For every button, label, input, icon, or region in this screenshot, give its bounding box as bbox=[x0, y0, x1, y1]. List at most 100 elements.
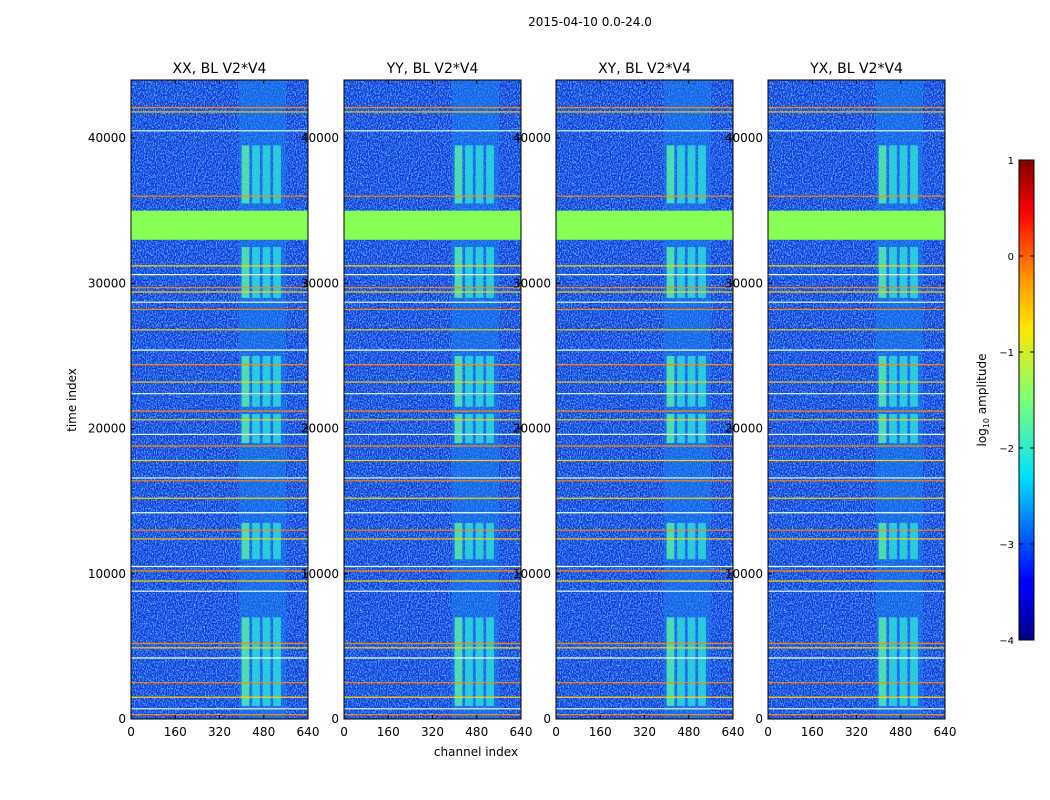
x-tick-label: 480 bbox=[889, 725, 912, 739]
y-tick-label: 0 bbox=[118, 712, 126, 726]
y-tick-label: 40000 bbox=[88, 131, 126, 145]
rfi-band-4-2 bbox=[262, 247, 271, 298]
rfi-band-0-3 bbox=[273, 617, 281, 706]
rfi-band-3-0 bbox=[878, 355, 887, 407]
rfi-band-3-3 bbox=[486, 355, 494, 407]
rfi-band-0-0 bbox=[241, 617, 250, 706]
rfi-band-3-0 bbox=[666, 355, 675, 407]
y-tick-label: 30000 bbox=[301, 276, 339, 290]
rfi-band-3-1 bbox=[465, 355, 473, 407]
rfi-band-0-0 bbox=[666, 617, 675, 706]
x-tick-label: 0 bbox=[552, 725, 560, 739]
rfi-band-5-1 bbox=[252, 145, 260, 204]
rfi-band-4-0 bbox=[454, 247, 463, 298]
rfi-band-3-2 bbox=[475, 355, 484, 407]
colorbar: 10−1−2−3−4 log10 amplitude bbox=[975, 156, 1035, 647]
saturated-block bbox=[344, 210, 521, 240]
rfi-band-1-1 bbox=[465, 522, 473, 560]
rfi-band-0-2 bbox=[262, 617, 271, 706]
y-tick-label: 10000 bbox=[301, 567, 339, 581]
rfi-band-0-2 bbox=[899, 617, 908, 706]
rfi-band-5-3 bbox=[698, 145, 706, 204]
rfi-band-2-2 bbox=[899, 414, 908, 444]
rfi-band-5-3 bbox=[486, 145, 494, 204]
colorbar-label-log: log bbox=[975, 428, 989, 446]
y-tick-label: 20000 bbox=[725, 422, 763, 436]
panel-title: XX, BL V2*V4 bbox=[173, 61, 267, 77]
rfi-band-1-0 bbox=[241, 522, 250, 560]
rfi-band-0-1 bbox=[677, 617, 685, 706]
rfi-band-2-1 bbox=[677, 414, 685, 444]
rfi-band-5-0 bbox=[878, 145, 887, 204]
panel-title: XY, BL V2*V4 bbox=[598, 61, 691, 77]
rfi-band-5-0 bbox=[666, 145, 675, 204]
x-tick-label: 480 bbox=[252, 725, 275, 739]
rfi-band-0-1 bbox=[889, 617, 897, 706]
rfi-band-4-3 bbox=[910, 247, 918, 298]
saturated-block bbox=[556, 210, 733, 240]
x-tick-label: 480 bbox=[465, 725, 488, 739]
rfi-band-2-2 bbox=[475, 414, 484, 444]
rfi-band-4-2 bbox=[475, 247, 484, 298]
x-tick-label: 320 bbox=[633, 725, 656, 739]
rfi-band-1-0 bbox=[666, 522, 675, 560]
rfi-band-4-0 bbox=[878, 247, 887, 298]
rfi-band-0-3 bbox=[486, 617, 494, 706]
rfi-band-2-0 bbox=[878, 414, 887, 444]
colorbar-gradient bbox=[1018, 159, 1035, 641]
x-tick-label: 640 bbox=[722, 725, 745, 739]
y-tick-label: 30000 bbox=[88, 276, 126, 290]
rfi-band-0-2 bbox=[687, 617, 696, 706]
y-tick-label: 30000 bbox=[725, 276, 763, 290]
panel-0: XX, BL V2*V4 0 160 320 480 640 0 10000 20000 3000… bbox=[88, 61, 320, 739]
x-tick-label: 640 bbox=[510, 725, 533, 739]
rfi-band-5-1 bbox=[677, 145, 685, 204]
rfi-band-5-3 bbox=[910, 145, 918, 204]
x-tick-label: 0 bbox=[764, 725, 772, 739]
colorbar-ticks: 1 0 −1 −2 −3 −4 bbox=[999, 156, 1034, 647]
y-tick-label: 10000 bbox=[88, 567, 126, 581]
rfi-band-0-1 bbox=[465, 617, 473, 706]
y-tick-label: 40000 bbox=[725, 131, 763, 145]
rfi-band-1-1 bbox=[677, 522, 685, 560]
x-tick-label: 640 bbox=[297, 725, 320, 739]
rfi-band-3-0 bbox=[454, 355, 463, 407]
x-tick-label: 320 bbox=[421, 725, 444, 739]
rfi-band-4-0 bbox=[666, 247, 675, 298]
rfi-band-3-2 bbox=[262, 355, 271, 407]
x-tick-label: 0 bbox=[127, 725, 135, 739]
y-tick-label: 10000 bbox=[513, 567, 551, 581]
y-tick-label: 20000 bbox=[301, 422, 339, 436]
rfi-band-1-2 bbox=[475, 522, 484, 560]
rfi-band-2-0 bbox=[666, 414, 675, 444]
rfi-band-1-3 bbox=[910, 522, 918, 560]
rfi-band-0-1 bbox=[252, 617, 260, 706]
y-tick-label: 0 bbox=[755, 712, 763, 726]
rfi-band-2-1 bbox=[465, 414, 473, 444]
panel-1: YY, BL V2*V4 0 160 320 480 640 0 10000 20000 3000… bbox=[301, 61, 533, 739]
rfi-band-5-1 bbox=[889, 145, 897, 204]
panels: XX, BL V2*V4 0 160 320 480 640 0 10000 20000 3000… bbox=[88, 61, 957, 739]
panel-title: YY, BL V2*V4 bbox=[386, 61, 479, 77]
x-tick-label: 160 bbox=[164, 725, 187, 739]
rfi-band-1-3 bbox=[698, 522, 706, 560]
rfi-band-4-3 bbox=[273, 247, 281, 298]
panel-3: YX, BL V2*V4 0 160 320 480 640 0 10000 20000 3000… bbox=[725, 61, 957, 739]
y-tick-label: 40000 bbox=[301, 131, 339, 145]
colorbar-label-amplitude: amplitude bbox=[975, 354, 989, 418]
x-tick-label: 480 bbox=[677, 725, 700, 739]
x-tick-label: 320 bbox=[208, 725, 231, 739]
rfi-band-1-3 bbox=[273, 522, 281, 560]
colorbar-tick-label: −1 bbox=[999, 348, 1014, 359]
colorbar-label-base: 10 bbox=[982, 418, 991, 428]
rfi-band-4-1 bbox=[252, 247, 260, 298]
colorbar-tick-label: 0 bbox=[1008, 252, 1014, 263]
rfi-band-5-3 bbox=[273, 145, 281, 204]
rfi-band-2-3 bbox=[273, 414, 281, 444]
rfi-band-2-0 bbox=[241, 414, 250, 444]
rfi-band-4-1 bbox=[465, 247, 473, 298]
x-tick-label: 0 bbox=[340, 725, 348, 739]
rfi-band-5-0 bbox=[454, 145, 463, 204]
rfi-band-4-3 bbox=[486, 247, 494, 298]
y-tick-label: 30000 bbox=[513, 276, 551, 290]
